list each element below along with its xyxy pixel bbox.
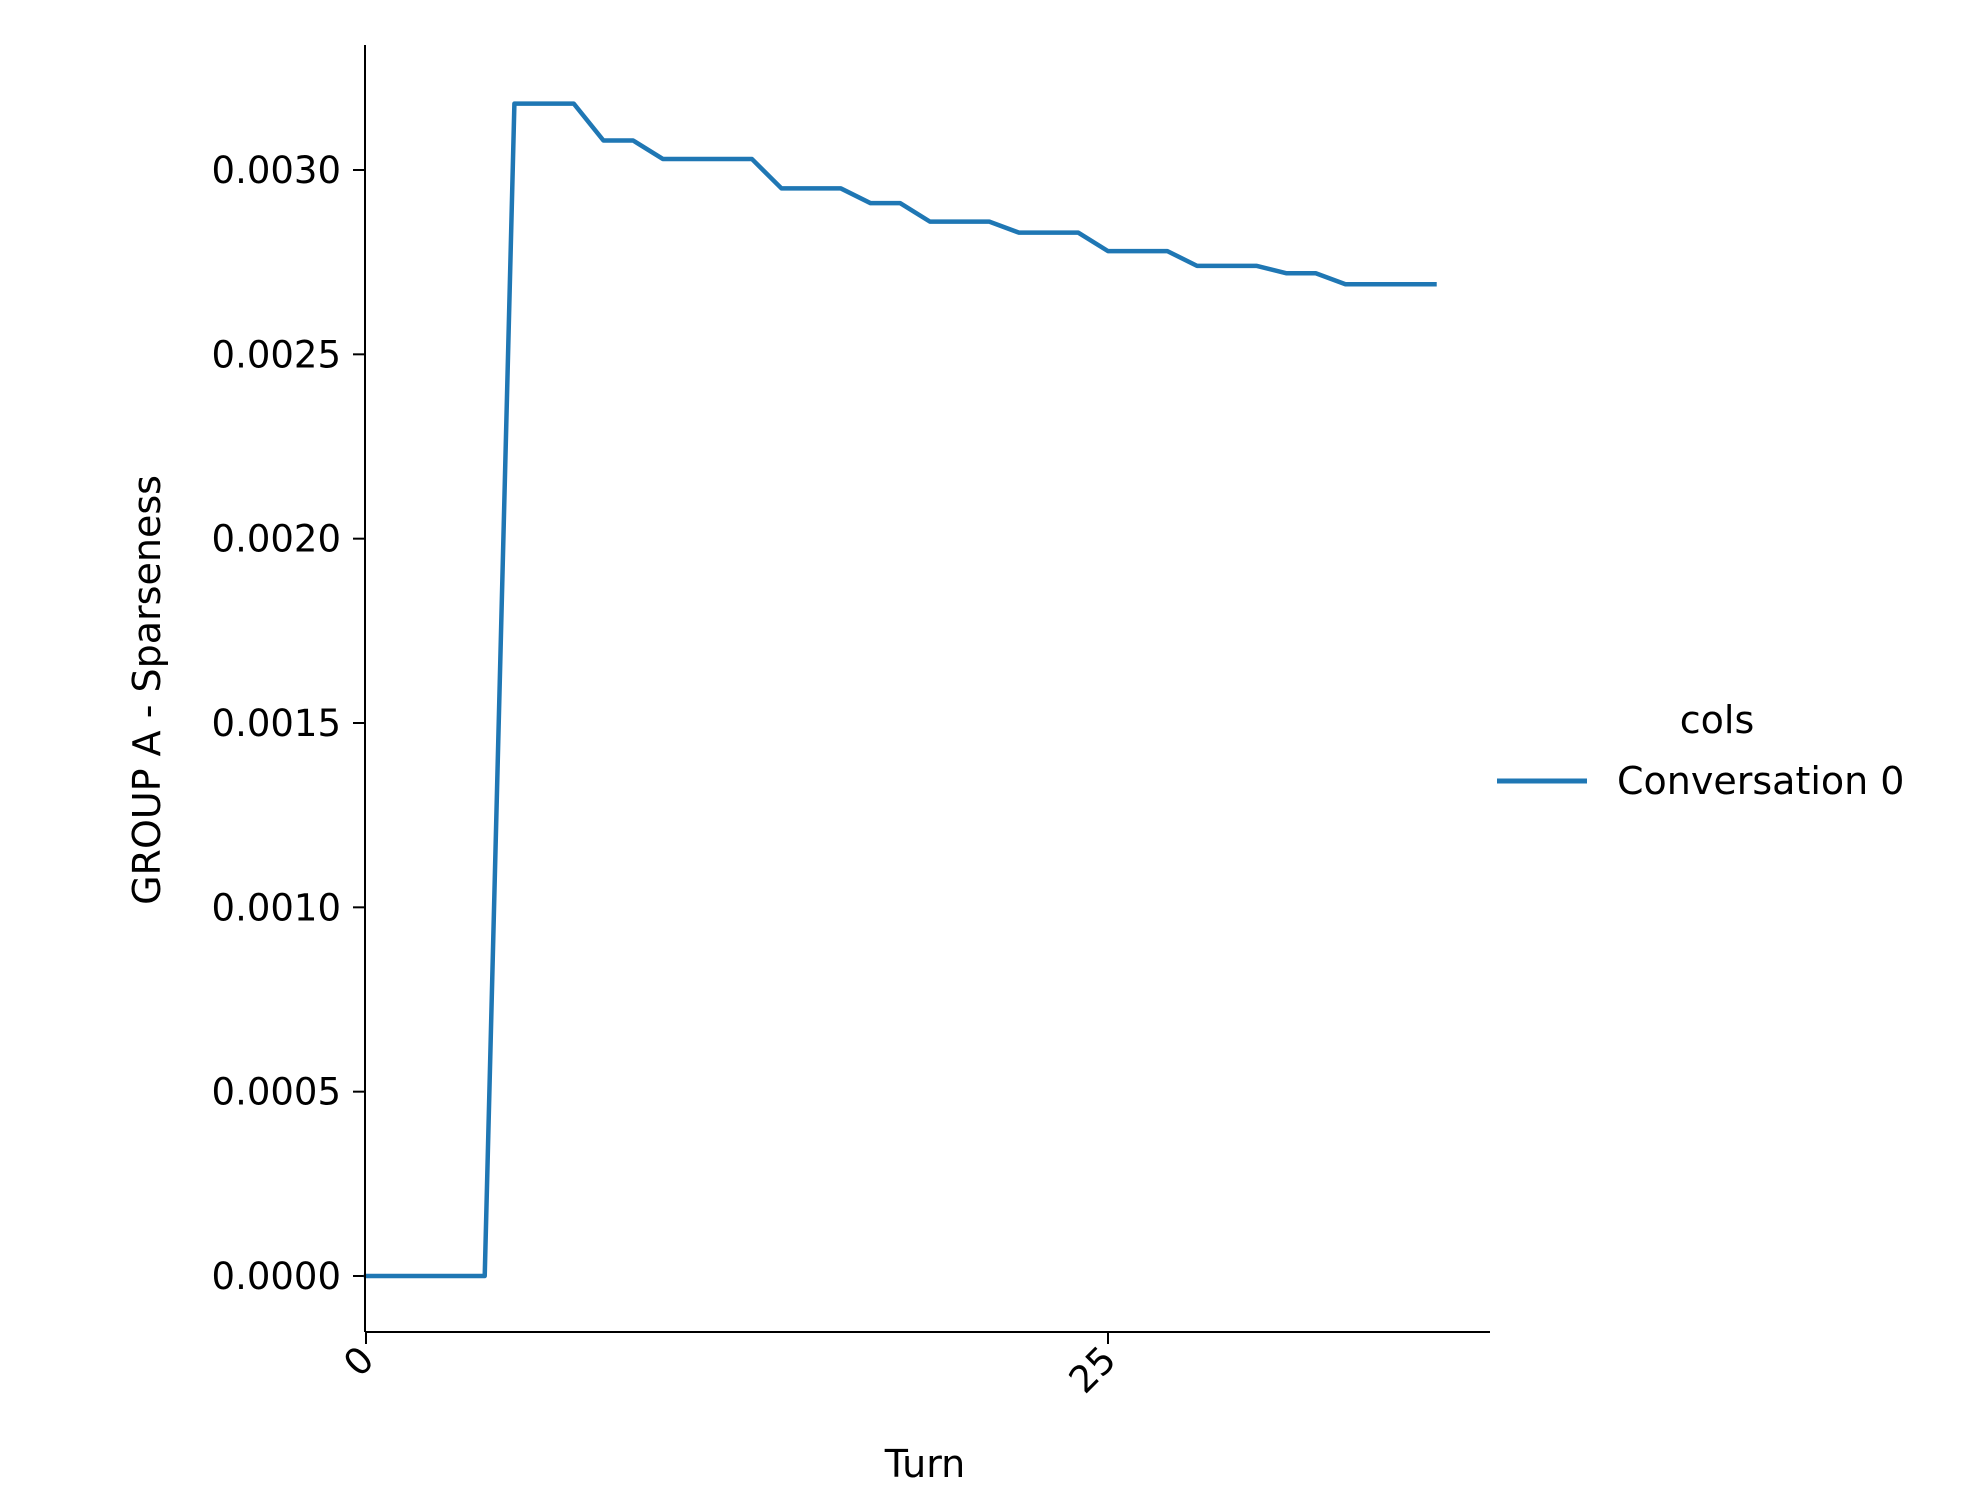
- y-tick-label: 0.0030: [212, 149, 341, 192]
- y-tick-label: 0.0015: [212, 702, 341, 745]
- y-tick-label: 0.0000: [212, 1255, 341, 1298]
- y-axis-label: GROUP A - Sparseness: [125, 475, 169, 905]
- x-tick-label: 0: [335, 1338, 382, 1385]
- legend-title: cols: [1680, 698, 1755, 742]
- legend: cols Conversation 0: [1497, 698, 1905, 803]
- series-layer: [363, 101, 1437, 1279]
- y-tick-label: 0.0025: [212, 333, 341, 376]
- y-tick-label: 0.0010: [212, 886, 341, 929]
- legend-entry-label: Conversation 0: [1617, 759, 1905, 803]
- series-line-conversation-0: [363, 101, 1437, 1279]
- x-axis-label: Turn: [884, 1442, 966, 1486]
- y-axis-ticks: 0.0000 0.0005 0.0010 0.0015 0.0020 0.0025 0.00…: [212, 149, 365, 1298]
- x-tick-label: 25: [1061, 1338, 1125, 1402]
- x-axis-ticks: 0 25: [335, 1332, 1124, 1402]
- y-tick-label: 0.0020: [212, 518, 341, 561]
- y-tick-label: 0.0005: [212, 1071, 341, 1114]
